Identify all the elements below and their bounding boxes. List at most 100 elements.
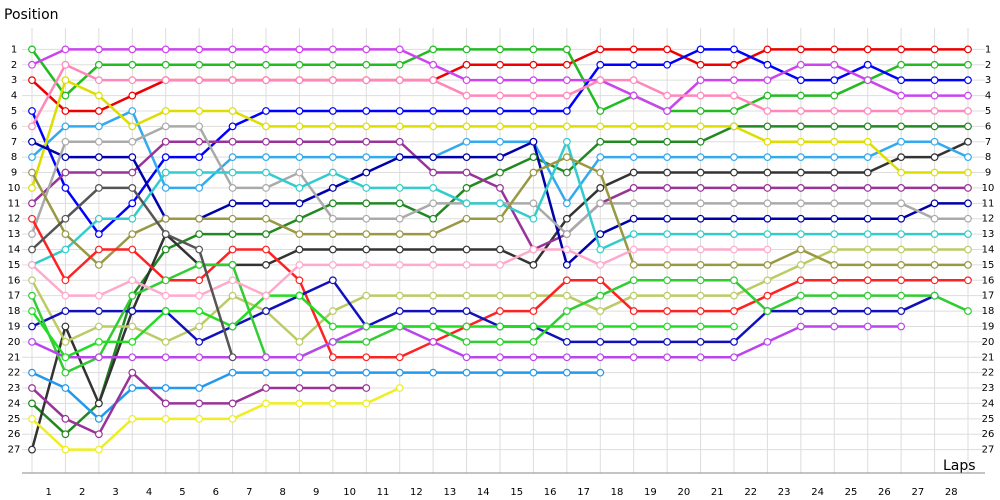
lap-marker — [462, 307, 471, 315]
lap-marker — [228, 153, 237, 162]
lap-marker — [295, 230, 304, 239]
lap-marker — [596, 76, 605, 85]
lap-marker — [830, 45, 839, 54]
lap-marker — [964, 230, 972, 239]
y-tick-label: 15 — [8, 260, 21, 271]
lap-marker — [696, 168, 705, 177]
lap-marker — [863, 76, 872, 85]
lap-marker — [562, 76, 571, 85]
lap-marker — [462, 291, 471, 300]
lap-marker — [763, 45, 772, 54]
lap-marker — [730, 353, 738, 362]
lap-marker — [529, 60, 538, 69]
lap-marker — [262, 399, 270, 408]
lap-marker — [596, 307, 605, 315]
lap-marker — [830, 60, 839, 69]
lap-marker — [295, 399, 304, 408]
lap-marker — [863, 291, 872, 300]
y-tick-label: 1 — [11, 44, 17, 55]
lap-marker — [529, 122, 538, 131]
lap-marker — [362, 230, 371, 239]
x-tick-label: 18 — [611, 487, 624, 498]
lap-marker — [462, 337, 471, 346]
lap-marker — [295, 276, 304, 285]
lap-marker — [629, 276, 638, 285]
lap-marker — [228, 368, 237, 377]
lap-marker — [362, 199, 371, 208]
lap-marker — [529, 307, 538, 315]
lap-marker — [529, 168, 538, 177]
lap-marker — [128, 353, 137, 362]
lap-marker — [195, 384, 204, 392]
lap-marker — [228, 76, 237, 85]
lap-marker — [161, 353, 170, 362]
lap-marker — [395, 307, 404, 315]
y-tick-label: 21 — [8, 352, 21, 363]
lap-marker — [195, 153, 204, 162]
lap-marker — [930, 91, 939, 100]
lap-marker — [930, 168, 939, 177]
lap-marker — [61, 322, 70, 331]
lap-marker — [362, 214, 371, 223]
lap-marker — [28, 153, 36, 162]
lap-marker — [562, 276, 571, 285]
lap-marker — [496, 322, 504, 331]
lap-marker — [629, 184, 638, 192]
lap-marker — [28, 337, 36, 346]
lap-marker — [496, 153, 504, 162]
lap-marker — [61, 245, 70, 254]
lap-marker — [161, 45, 170, 54]
lap-marker — [696, 291, 705, 300]
lap-marker — [529, 337, 538, 346]
lap-marker — [562, 307, 571, 315]
lap-marker — [328, 230, 337, 239]
lap-marker — [262, 230, 270, 239]
lap-marker — [529, 107, 538, 115]
lap-marker — [61, 337, 70, 346]
lap-marker — [830, 214, 839, 223]
lap-marker — [964, 45, 972, 54]
lap-marker — [395, 122, 404, 131]
lap-marker — [696, 184, 705, 192]
lap-marker — [763, 168, 772, 177]
x-tick-label: 11 — [377, 487, 390, 498]
y-tick-label: 11 — [8, 198, 21, 209]
lap-marker — [863, 45, 872, 54]
lap-marker — [629, 337, 638, 346]
lap-marker — [730, 245, 738, 254]
lap-marker — [830, 76, 839, 85]
lap-marker — [462, 137, 471, 146]
lap-marker — [863, 60, 872, 69]
y-tick-label-right: 13 — [982, 229, 995, 240]
x-tick-label: 12 — [410, 487, 423, 498]
lap-marker — [730, 184, 738, 192]
lap-marker — [362, 60, 371, 69]
lap-marker — [863, 276, 872, 285]
lap-marker — [863, 214, 872, 223]
lap-marker — [796, 122, 805, 131]
lap-marker — [328, 260, 337, 269]
lap-marker — [28, 322, 36, 331]
y-tick-label: 24 — [8, 398, 21, 409]
lap-marker — [28, 276, 36, 285]
lap-marker — [328, 399, 337, 408]
lap-marker — [94, 122, 103, 131]
lap-marker — [228, 107, 237, 115]
y-tick-label-right: 23 — [982, 383, 995, 394]
y-tick-label: 7 — [11, 137, 17, 148]
lap-marker — [128, 291, 137, 300]
lap-marker — [897, 199, 906, 208]
lap-marker — [562, 168, 571, 177]
lap-marker — [295, 291, 304, 300]
lap-marker — [930, 45, 939, 54]
lap-marker — [462, 122, 471, 131]
y-tick-label: 20 — [8, 337, 21, 348]
lap-marker — [730, 45, 738, 54]
lap-marker — [496, 122, 504, 131]
x-tick-label: 7 — [246, 487, 252, 498]
lap-marker — [262, 153, 270, 162]
y-tick-label-right: 11 — [982, 198, 995, 209]
lap-marker — [897, 153, 906, 162]
lap-marker — [830, 153, 839, 162]
lap-marker — [94, 60, 103, 69]
